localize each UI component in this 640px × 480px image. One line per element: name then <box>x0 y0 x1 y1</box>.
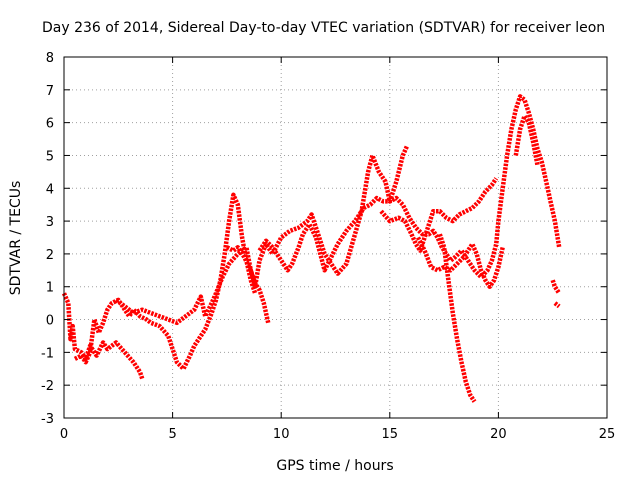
series-trace-6 <box>379 177 499 253</box>
series-trace-1 <box>61 292 145 380</box>
series-trace-10 <box>550 279 562 295</box>
y-axis-label: SDTVAR / TECUs <box>8 181 24 296</box>
x-tick-label: 0 <box>60 427 68 442</box>
x-tick-label: 25 <box>599 427 616 442</box>
data-series <box>61 94 562 403</box>
y-tick-label: 0 <box>46 314 54 329</box>
x-tick-label: 10 <box>273 427 290 442</box>
chart-title: Day 236 of 2014, Sidereal Day-to-day VTE… <box>42 20 605 36</box>
y-tick-label: 1 <box>46 281 54 296</box>
y-tick-label: 6 <box>46 117 54 132</box>
x-tick-label: 15 <box>382 427 399 442</box>
plot-frame <box>63 56 608 419</box>
y-tick-label: 7 <box>46 84 54 99</box>
series-trace-5 <box>257 94 562 280</box>
series-trace-8 <box>437 233 477 403</box>
series-trace-9 <box>513 113 540 166</box>
y-tick-label: -1 <box>41 346 54 361</box>
y-tick-label: 8 <box>46 51 54 66</box>
y-tick-label: 4 <box>46 182 54 197</box>
y-tick-label: 2 <box>46 248 54 263</box>
x-tick-label: 5 <box>168 427 176 442</box>
y-tick-label: -3 <box>41 412 54 427</box>
grid <box>64 57 607 418</box>
axis-ticks: 0 5 10 15 20 25 -3 -2 -1 0 1 2 3 4 5 6 7 8 <box>41 51 615 442</box>
series-trace-7 <box>415 236 505 289</box>
series-trace-3 <box>114 144 410 326</box>
y-tick-label: 5 <box>46 149 54 164</box>
x-tick-label: 20 <box>490 427 507 442</box>
series-trace-4 <box>225 245 271 324</box>
series-trace-11 <box>553 301 561 309</box>
x-axis-label: GPS time / hours <box>276 458 393 474</box>
series-trace-2 <box>73 192 258 372</box>
y-tick-label: -2 <box>41 379 54 394</box>
y-tick-label: 3 <box>46 215 54 230</box>
